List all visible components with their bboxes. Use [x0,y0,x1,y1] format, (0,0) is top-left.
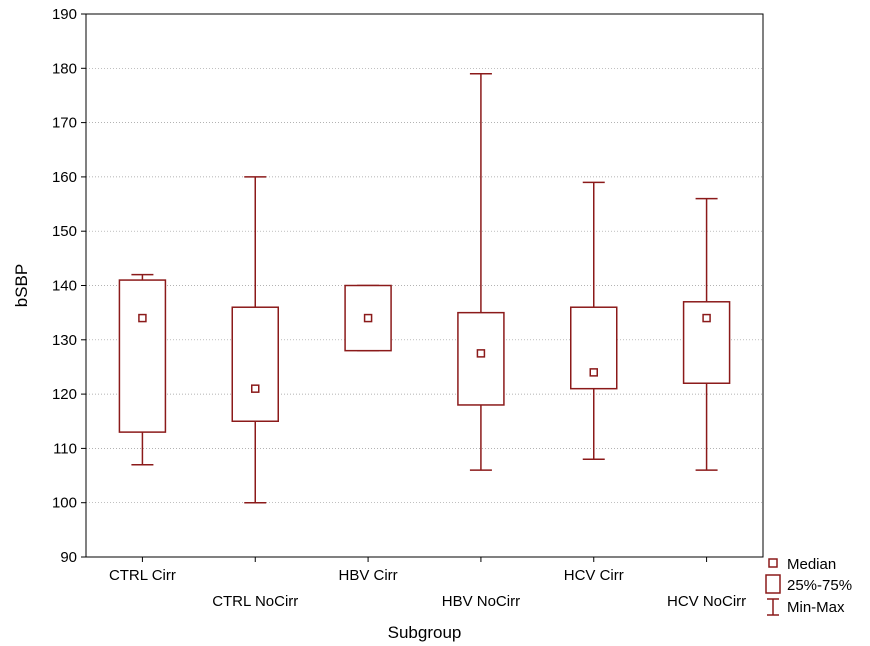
box-group [118,273,167,466]
box-group [344,284,392,352]
box-group [570,181,618,461]
legend-label-median: Median [787,556,836,573]
y-tick-label: 90 [60,549,77,566]
legend-box-swatch [765,574,781,594]
x-tick-label: HBV Cirr [338,567,397,584]
x-axis-title: Subgroup [388,623,462,642]
iqr-box [457,311,505,406]
y-axis-ticks: 90 100 110 120 130 140 150 160 170 180 190 [52,6,86,566]
y-tick-label: 100 [52,495,77,512]
legend-label-range: Min-Max [787,599,845,616]
median-marker [589,368,598,377]
y-tick-label: 190 [52,6,77,23]
x-tick-label: HBV NoCirr [442,593,520,610]
y-tick-label: 160 [52,169,77,186]
median-marker [251,384,260,393]
y-tick-label: 150 [52,223,77,240]
x-axis-ticks: CTRL Cirr CTRL NoCirr HBV Cirr HBV NoCirr HC… [109,557,746,610]
box-group [231,176,279,504]
x-tick-label: HCV NoCirr [667,593,746,610]
box-group [682,197,731,471]
y-tick-label: 180 [52,60,77,77]
y-tick-label: 130 [52,332,77,349]
median-marker [702,313,711,323]
plot-frame [85,13,764,558]
iqr-box [118,279,167,433]
x-tick-label: CTRL NoCirr [212,593,298,610]
legend: Median 25%-75% Min-Max [765,556,852,616]
legend-whisker-swatch [767,598,779,616]
y-tick-label: 110 [53,440,77,457]
median-marker [363,313,373,323]
y-tick-label: 120 [52,386,77,403]
y-tick-label: 170 [52,115,77,132]
y-tick-label: 140 [52,278,77,295]
x-tick-label: CTRL Cirr [109,567,176,584]
y-axis-title: bSBP [12,264,31,307]
legend-median-swatch [768,558,778,568]
median-marker [476,349,486,358]
box-series [118,72,731,504]
grid-lines [86,67,763,504]
median-marker [138,313,147,323]
x-tick-label: HCV Cirr [564,567,624,584]
box-group [457,72,505,471]
iqr-box [231,306,279,422]
legend-label-iqr: 25%-75% [787,577,852,594]
